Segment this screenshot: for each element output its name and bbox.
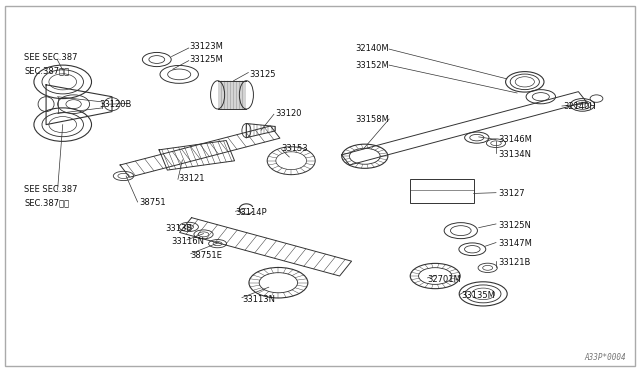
Text: SEE SEC.387: SEE SEC.387 xyxy=(24,53,78,62)
Text: 3313B: 3313B xyxy=(165,224,193,233)
Text: 33134N: 33134N xyxy=(498,150,531,159)
Text: 38751E: 38751E xyxy=(191,251,223,260)
Text: 32140M: 32140M xyxy=(355,44,389,53)
Text: 33113N: 33113N xyxy=(242,295,275,304)
Text: 32701M: 32701M xyxy=(428,275,461,283)
Text: 33121B: 33121B xyxy=(498,258,531,267)
Text: 33125N: 33125N xyxy=(498,221,531,230)
Text: 33147M: 33147M xyxy=(498,239,532,248)
Text: 33146M: 33146M xyxy=(498,135,532,144)
Text: A33P*0004: A33P*0004 xyxy=(584,353,626,362)
Text: SEC.387参照: SEC.387参照 xyxy=(24,66,70,75)
Text: 33114P: 33114P xyxy=(236,208,267,217)
Text: 33123M: 33123M xyxy=(189,42,223,51)
Text: SEC.387参照: SEC.387参照 xyxy=(24,198,70,207)
Text: 33135M: 33135M xyxy=(461,291,495,300)
Text: 33153: 33153 xyxy=(282,144,308,153)
Text: 33120B: 33120B xyxy=(99,100,132,109)
Text: 38751: 38751 xyxy=(140,198,166,207)
Text: 33158M: 33158M xyxy=(355,115,389,124)
Text: 33127: 33127 xyxy=(498,189,525,198)
Text: SEE SEC.387: SEE SEC.387 xyxy=(24,185,78,194)
Text: 33120: 33120 xyxy=(275,109,301,118)
Text: 33125: 33125 xyxy=(250,70,276,79)
Text: 33121: 33121 xyxy=(178,174,204,183)
Text: 33152M: 33152M xyxy=(355,61,389,70)
Text: 33116N: 33116N xyxy=(172,237,205,246)
Text: 33125M: 33125M xyxy=(189,55,223,64)
Text: 32140H: 32140H xyxy=(563,102,596,110)
